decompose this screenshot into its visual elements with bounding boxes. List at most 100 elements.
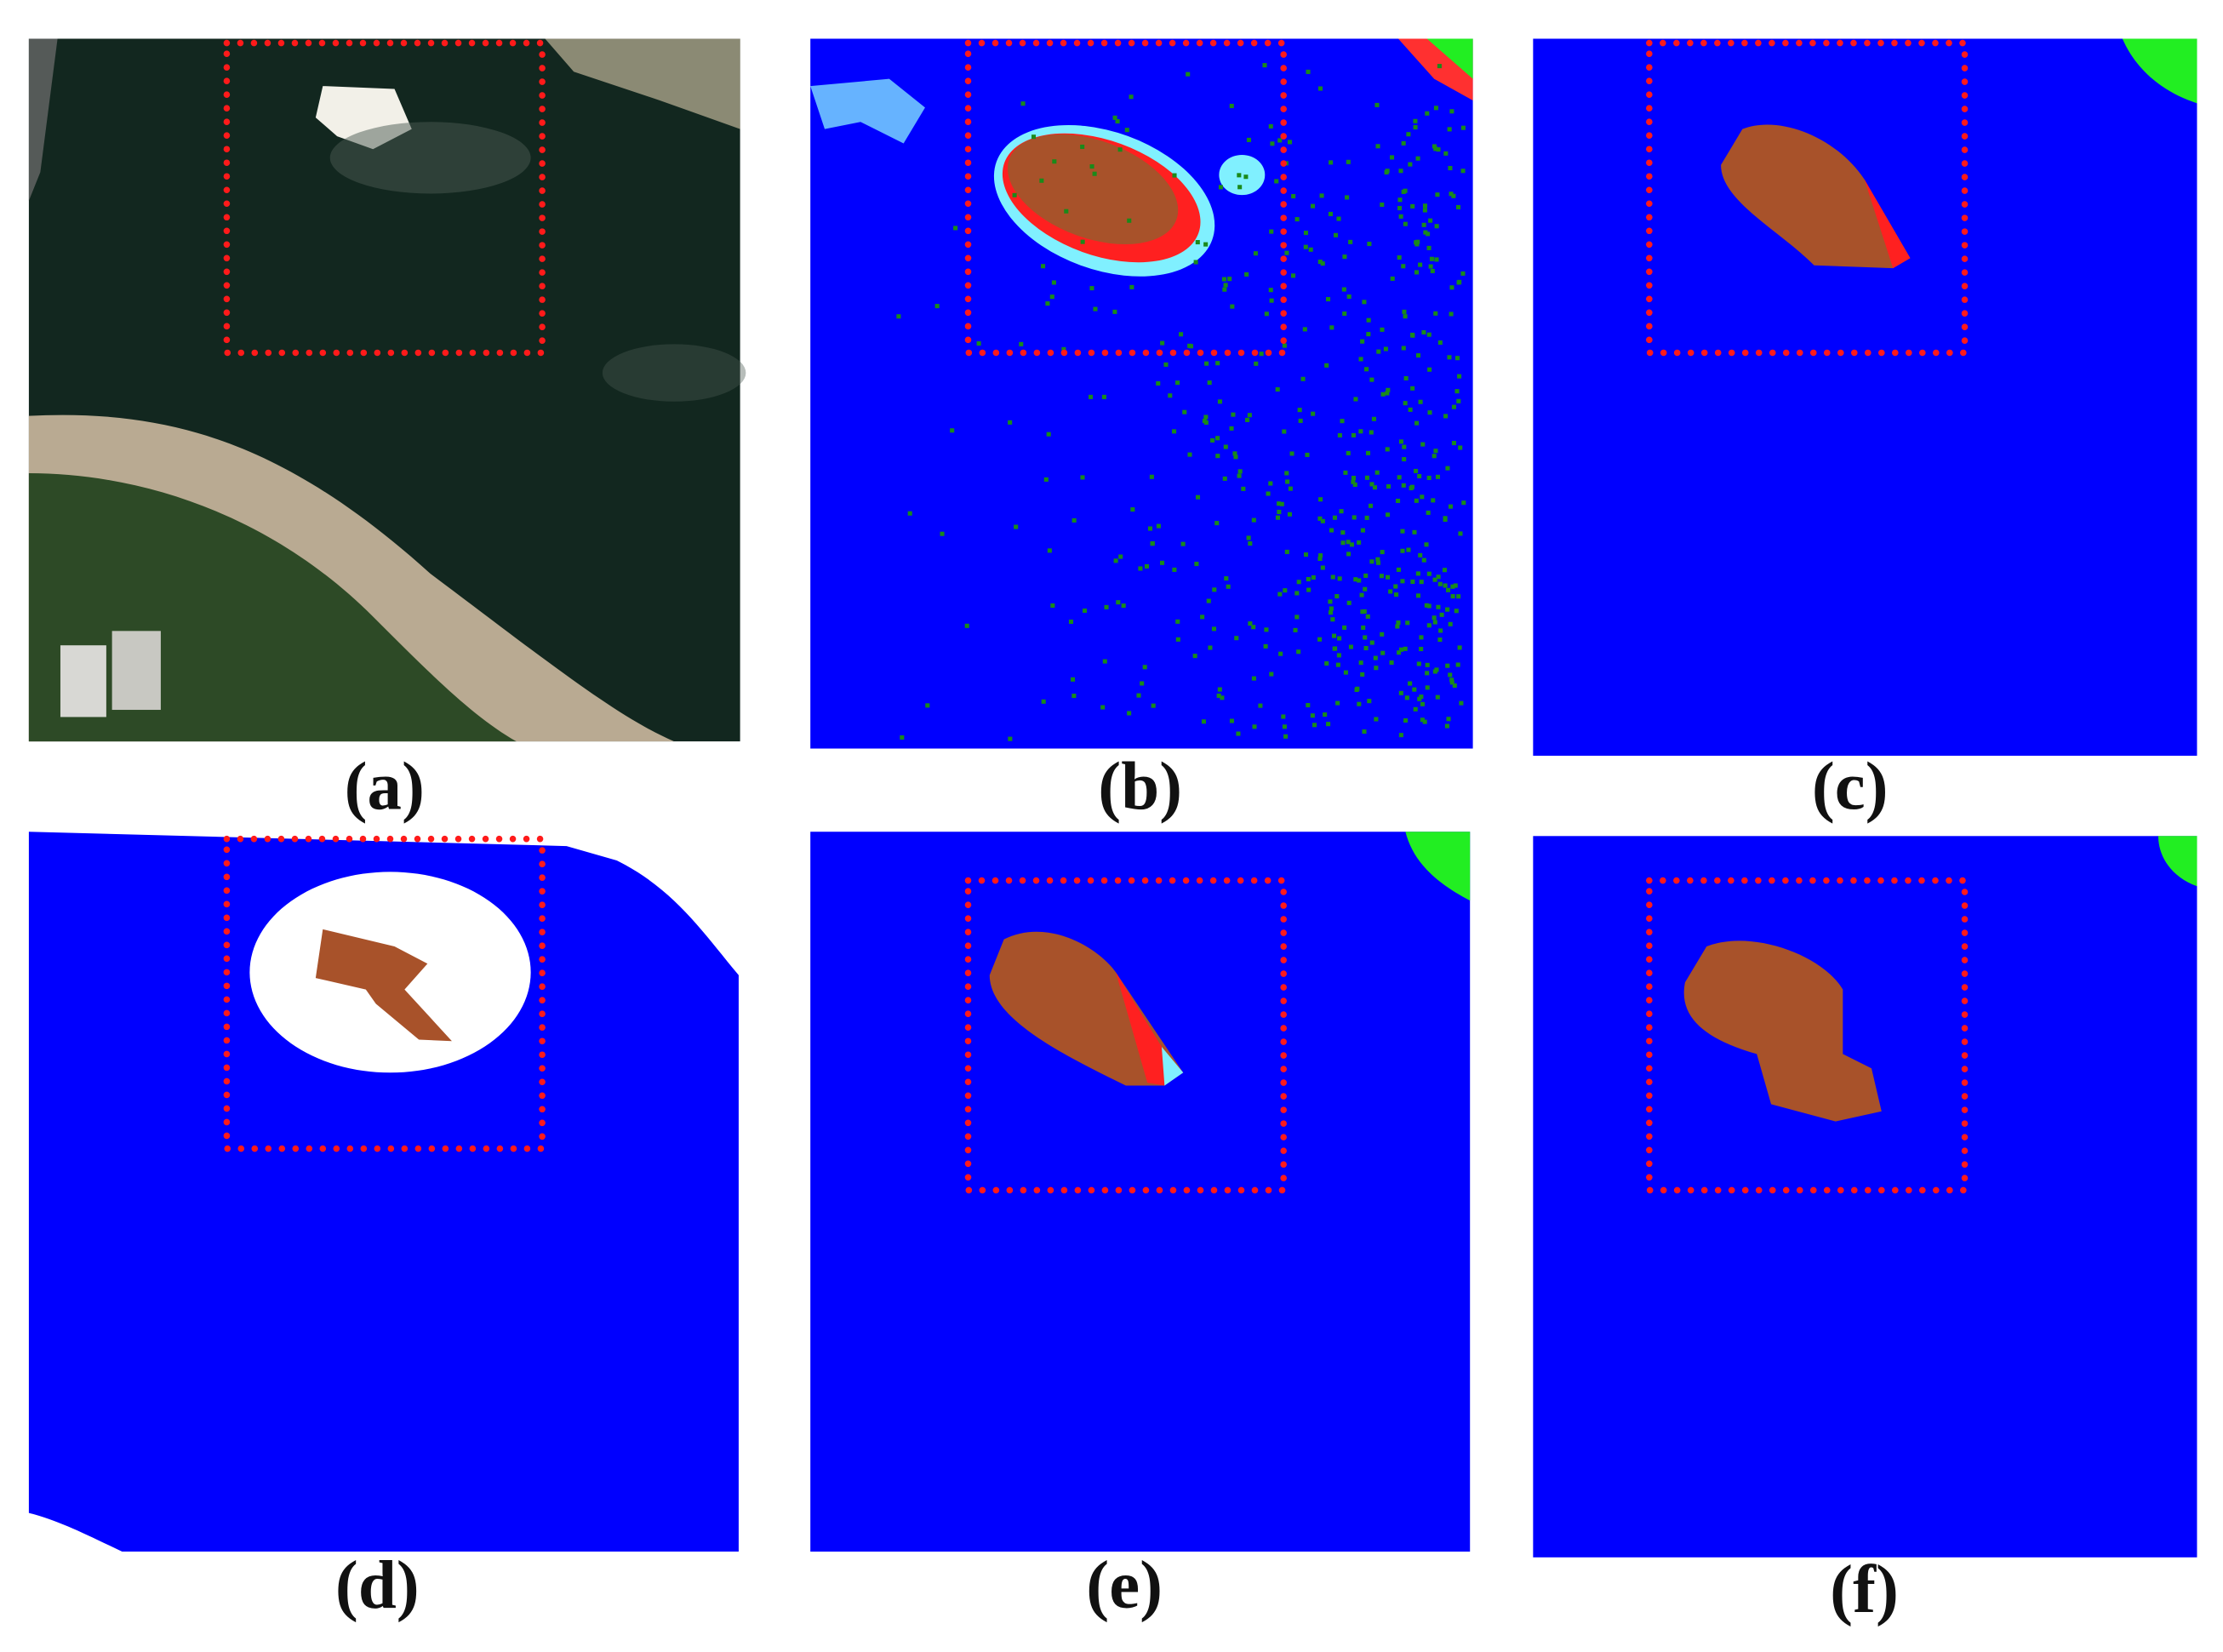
noise-pixel <box>1432 620 1437 625</box>
noise-pixel <box>1348 644 1353 649</box>
noise-pixel <box>1375 560 1381 565</box>
noise-pixel <box>1414 270 1420 275</box>
noise-pixel <box>1333 232 1339 237</box>
noise-pixel <box>1426 475 1432 481</box>
noise-pixel <box>1446 587 1451 592</box>
noise-pixel <box>1346 159 1351 164</box>
noise-pixel <box>1328 211 1333 216</box>
noise-pixel <box>1296 580 1301 585</box>
noise-pixel <box>1366 317 1371 323</box>
noise-pixel <box>1323 712 1328 717</box>
noise-pixel <box>1421 557 1426 563</box>
panel-label: (f) <box>1830 1552 1899 1627</box>
noise-pixel <box>1336 216 1341 221</box>
noise-pixel <box>1232 451 1237 456</box>
noise-pixel <box>1434 667 1439 672</box>
noise-pixel <box>1303 244 1308 249</box>
noise-pixel <box>1113 558 1118 563</box>
noise-pixel <box>1426 571 1432 576</box>
noise-pixel <box>1362 729 1367 735</box>
noise-pixel <box>1415 353 1421 358</box>
noise-pixel <box>1179 332 1184 337</box>
noise-pixel <box>1246 535 1251 540</box>
noise-pixel <box>1362 609 1367 614</box>
noise-pixel <box>1227 277 1232 282</box>
noise-pixel <box>900 735 905 740</box>
noise-pixel <box>1349 542 1354 547</box>
noise-pixel <box>1457 374 1462 379</box>
noise-pixel <box>1351 432 1356 437</box>
noise-pixel <box>1410 386 1415 391</box>
noise-pixel <box>1394 592 1399 597</box>
noise-pixel <box>1294 217 1300 222</box>
noise-pixel <box>1426 623 1432 628</box>
noise-pixel <box>1376 349 1381 354</box>
noise-pixel <box>1149 474 1154 479</box>
noise-pixel <box>1445 663 1450 668</box>
noise-pixel <box>1124 128 1129 133</box>
noise-pixel <box>1259 352 1264 357</box>
noise-pixel <box>1324 363 1329 368</box>
noise-pixel <box>1459 700 1464 706</box>
noise-pixel <box>1437 64 1442 69</box>
noise-pixel <box>1100 705 1106 710</box>
noise-pixel <box>1434 257 1439 262</box>
noise-pixel <box>1330 574 1335 580</box>
noise-pixel <box>1351 476 1357 481</box>
noise-pixel <box>1451 404 1456 409</box>
noise-pixel <box>1223 283 1228 288</box>
noise-pixel <box>1414 498 1419 503</box>
noise-pixel <box>1339 509 1344 514</box>
noise-pixel <box>1431 498 1436 503</box>
noise-pixel <box>1237 173 1242 178</box>
noise-pixel <box>1089 394 1094 399</box>
noise-pixel <box>1412 687 1417 692</box>
noise-pixel <box>1284 471 1289 476</box>
panel-b <box>810 38 1473 749</box>
noise-pixel <box>1422 203 1427 209</box>
noise-pixel <box>1436 574 1441 580</box>
noise-pixel <box>1408 681 1413 686</box>
noise-pixel <box>1386 483 1392 489</box>
noise-pixel <box>1251 625 1256 630</box>
noise-pixel <box>1420 442 1426 447</box>
noise-pixel <box>1269 229 1274 234</box>
noise-pixel <box>1045 301 1050 306</box>
noise-pixel <box>1357 578 1362 583</box>
noise-pixel <box>1215 361 1220 366</box>
noise-pixel <box>1202 419 1207 424</box>
noise-pixel <box>1345 195 1350 200</box>
noise-pixel <box>1210 437 1215 443</box>
noise-pixel <box>1397 206 1403 211</box>
noise-pixel <box>1429 256 1434 261</box>
noise-pixel <box>1435 474 1441 479</box>
noise-pixel <box>1436 147 1441 152</box>
noise-pixel <box>1398 169 1403 174</box>
noise-pixel <box>1404 695 1409 700</box>
noise-pixel <box>1300 376 1306 381</box>
noise-pixel <box>1375 144 1380 149</box>
noise-pixel <box>1427 410 1432 415</box>
noise-pixel <box>1351 479 1356 484</box>
noise-pixel <box>1127 711 1132 716</box>
noise-pixel <box>1320 518 1325 523</box>
noise-pixel <box>1130 507 1135 512</box>
noise-pixel <box>1237 185 1243 190</box>
noise-pixel <box>1203 414 1209 420</box>
noise-pixel <box>1369 482 1374 487</box>
noise-pixel <box>1248 621 1253 626</box>
noise-pixel <box>1220 695 1225 700</box>
noise-pixel <box>1070 677 1076 682</box>
noise-pixel <box>1051 280 1056 285</box>
noise-pixel <box>1403 401 1408 406</box>
noise-pixel <box>1449 312 1454 317</box>
noise-pixel <box>1425 111 1430 116</box>
noise-pixel <box>1452 683 1457 689</box>
noise-pixel <box>1268 481 1273 486</box>
noise-pixel <box>1217 687 1222 692</box>
noise-pixel <box>1310 203 1316 209</box>
noise-pixel <box>1418 552 1423 557</box>
noise-pixel <box>1266 491 1271 496</box>
noise-pixel <box>1233 454 1238 460</box>
noise-pixel <box>1364 515 1369 520</box>
